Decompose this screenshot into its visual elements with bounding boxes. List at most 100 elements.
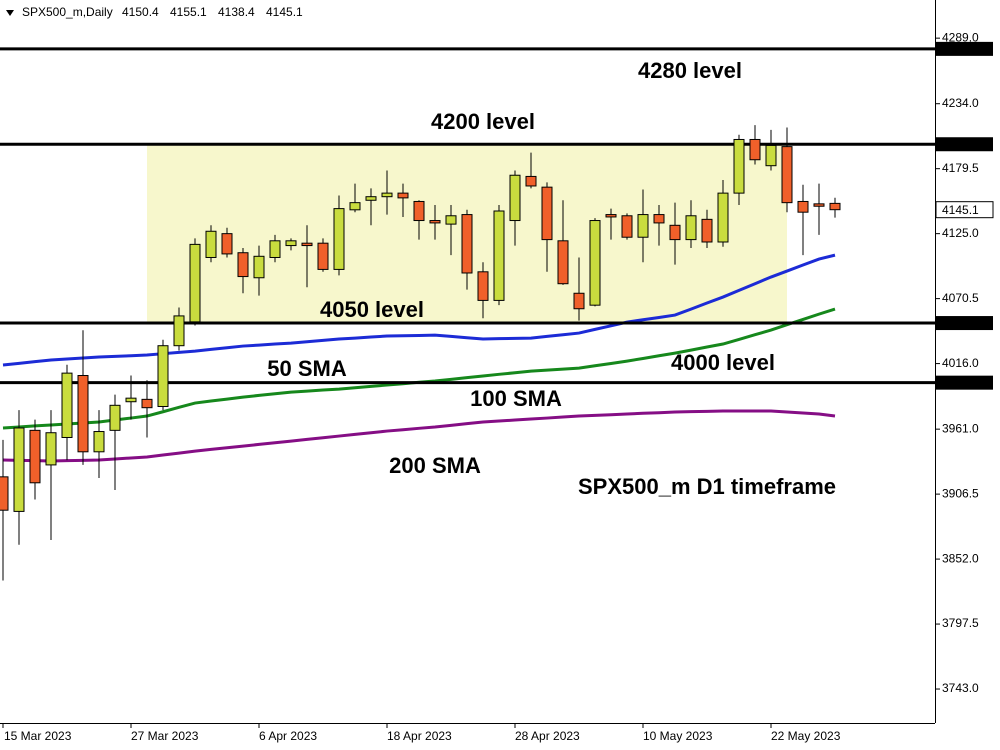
y-tick-label: 4125.0 — [942, 226, 979, 240]
level-annotation: 4050 level — [320, 297, 424, 322]
candle-body — [13, 427, 25, 512]
level-label: 4200.0 — [942, 137, 979, 151]
candle-body — [557, 240, 569, 285]
y-tick-label: 3852.0 — [942, 551, 979, 565]
candle-body — [397, 192, 409, 199]
header-low: 4138.4 — [218, 5, 255, 19]
candle-body — [301, 242, 313, 247]
candle-body — [749, 138, 761, 161]
level-annotation: 4200 level — [431, 109, 535, 134]
level-annotation: 4280 level — [638, 58, 742, 83]
y-tick-label: 4179.5 — [942, 161, 979, 175]
candle-body — [621, 215, 633, 238]
candle-body — [461, 214, 473, 274]
candle-body — [813, 203, 825, 207]
candle-body — [253, 255, 265, 279]
candle-body — [701, 218, 713, 243]
candle-body — [237, 252, 249, 278]
candle-body — [637, 214, 649, 238]
candle-body — [541, 186, 553, 241]
sma-label: 200 SMA — [389, 453, 481, 478]
candle-body — [605, 214, 617, 218]
x-tick-label: 18 Apr 2023 — [387, 729, 452, 743]
candle-body — [765, 144, 777, 167]
x-tick-label: 28 Apr 2023 — [515, 729, 580, 743]
x-tick-label: 15 Mar 2023 — [4, 729, 72, 743]
candle-body — [413, 200, 425, 222]
candle-body — [221, 233, 233, 255]
candle-body — [525, 175, 537, 187]
y-tick-label: 3743.0 — [942, 681, 979, 695]
level-label: 4280.0 — [942, 42, 979, 56]
candle-body — [669, 224, 681, 241]
candle-body — [125, 397, 137, 403]
candle-body — [189, 243, 201, 323]
candle-body — [0, 476, 9, 511]
candle-body — [349, 202, 361, 211]
candle-body — [381, 192, 393, 198]
symbol-title: SPX500_m,Daily — [22, 5, 113, 19]
x-tick-label: 22 May 2023 — [771, 729, 841, 743]
candle-body — [429, 220, 441, 224]
candle-body — [573, 292, 585, 310]
y-tick-label: 3797.5 — [942, 616, 979, 630]
x-tick-label: 6 Apr 2023 — [259, 729, 317, 743]
candle-body — [173, 315, 185, 347]
plot-area — [0, 47, 935, 581]
candle-body — [93, 431, 105, 453]
level-label: 4000.0 — [942, 376, 979, 390]
candle-body — [61, 372, 73, 438]
sma-label: 50 SMA — [267, 356, 347, 381]
candle-body — [653, 214, 665, 224]
sma-line — [2, 409, 836, 463]
candle-body — [509, 174, 521, 222]
candle-body — [141, 398, 153, 409]
candle-body — [157, 345, 169, 408]
y-tick-label: 4234.0 — [942, 96, 979, 110]
last-price-label: 4145.1 — [942, 203, 979, 217]
y-tick-label: 4016.0 — [942, 356, 979, 370]
y-tick-label: 3906.5 — [942, 486, 979, 500]
candle-body — [269, 240, 281, 258]
level-annotation: 4000 level — [671, 350, 775, 375]
level-label-box — [936, 375, 993, 390]
candle-body — [317, 242, 329, 270]
menu-arrow[interactable] — [6, 10, 14, 16]
sma-line — [2, 253, 836, 367]
candle-body — [77, 375, 89, 453]
candle-body — [685, 215, 697, 241]
y-tick-label: 4289.0 — [942, 30, 979, 44]
header-open: 4150.4 — [122, 5, 159, 19]
last-price-box — [935, 201, 994, 219]
y-tick-label: 3961.0 — [942, 421, 979, 435]
candle-body — [733, 138, 745, 194]
candle-body — [797, 200, 809, 213]
level-label-box — [936, 137, 993, 152]
candle-body — [445, 215, 457, 225]
candle-body — [365, 196, 377, 201]
candle-body — [109, 404, 121, 431]
candle-body — [29, 429, 41, 484]
level-label-box — [936, 41, 993, 56]
candle-body — [717, 192, 729, 243]
candle-body — [45, 432, 57, 466]
header-high: 4155.1 — [170, 5, 207, 19]
level-label: 4050.0 — [942, 316, 979, 330]
level-label-box — [936, 316, 993, 331]
candle-body — [589, 220, 601, 306]
candle-body — [477, 271, 489, 301]
candle-body — [333, 208, 345, 270]
header-close: 4145.1 — [266, 5, 303, 19]
x-tick-label: 10 May 2023 — [643, 729, 713, 743]
chart-annotation: SPX500_m D1 timeframe — [578, 474, 836, 499]
axes: 4289.0 4234.0 4179.5 4125.0 4070.5 4016.0 3961… — [2, 30, 994, 743]
sma-label: 100 SMA — [470, 386, 562, 411]
x-tick-label: 27 Mar 2023 — [131, 729, 199, 743]
candle-body — [493, 210, 505, 301]
y-tick-label: 4070.5 — [942, 291, 979, 305]
candle-body — [829, 202, 841, 211]
candle-body — [205, 230, 217, 258]
candle-body — [781, 146, 793, 204]
candle-body — [285, 240, 297, 247]
